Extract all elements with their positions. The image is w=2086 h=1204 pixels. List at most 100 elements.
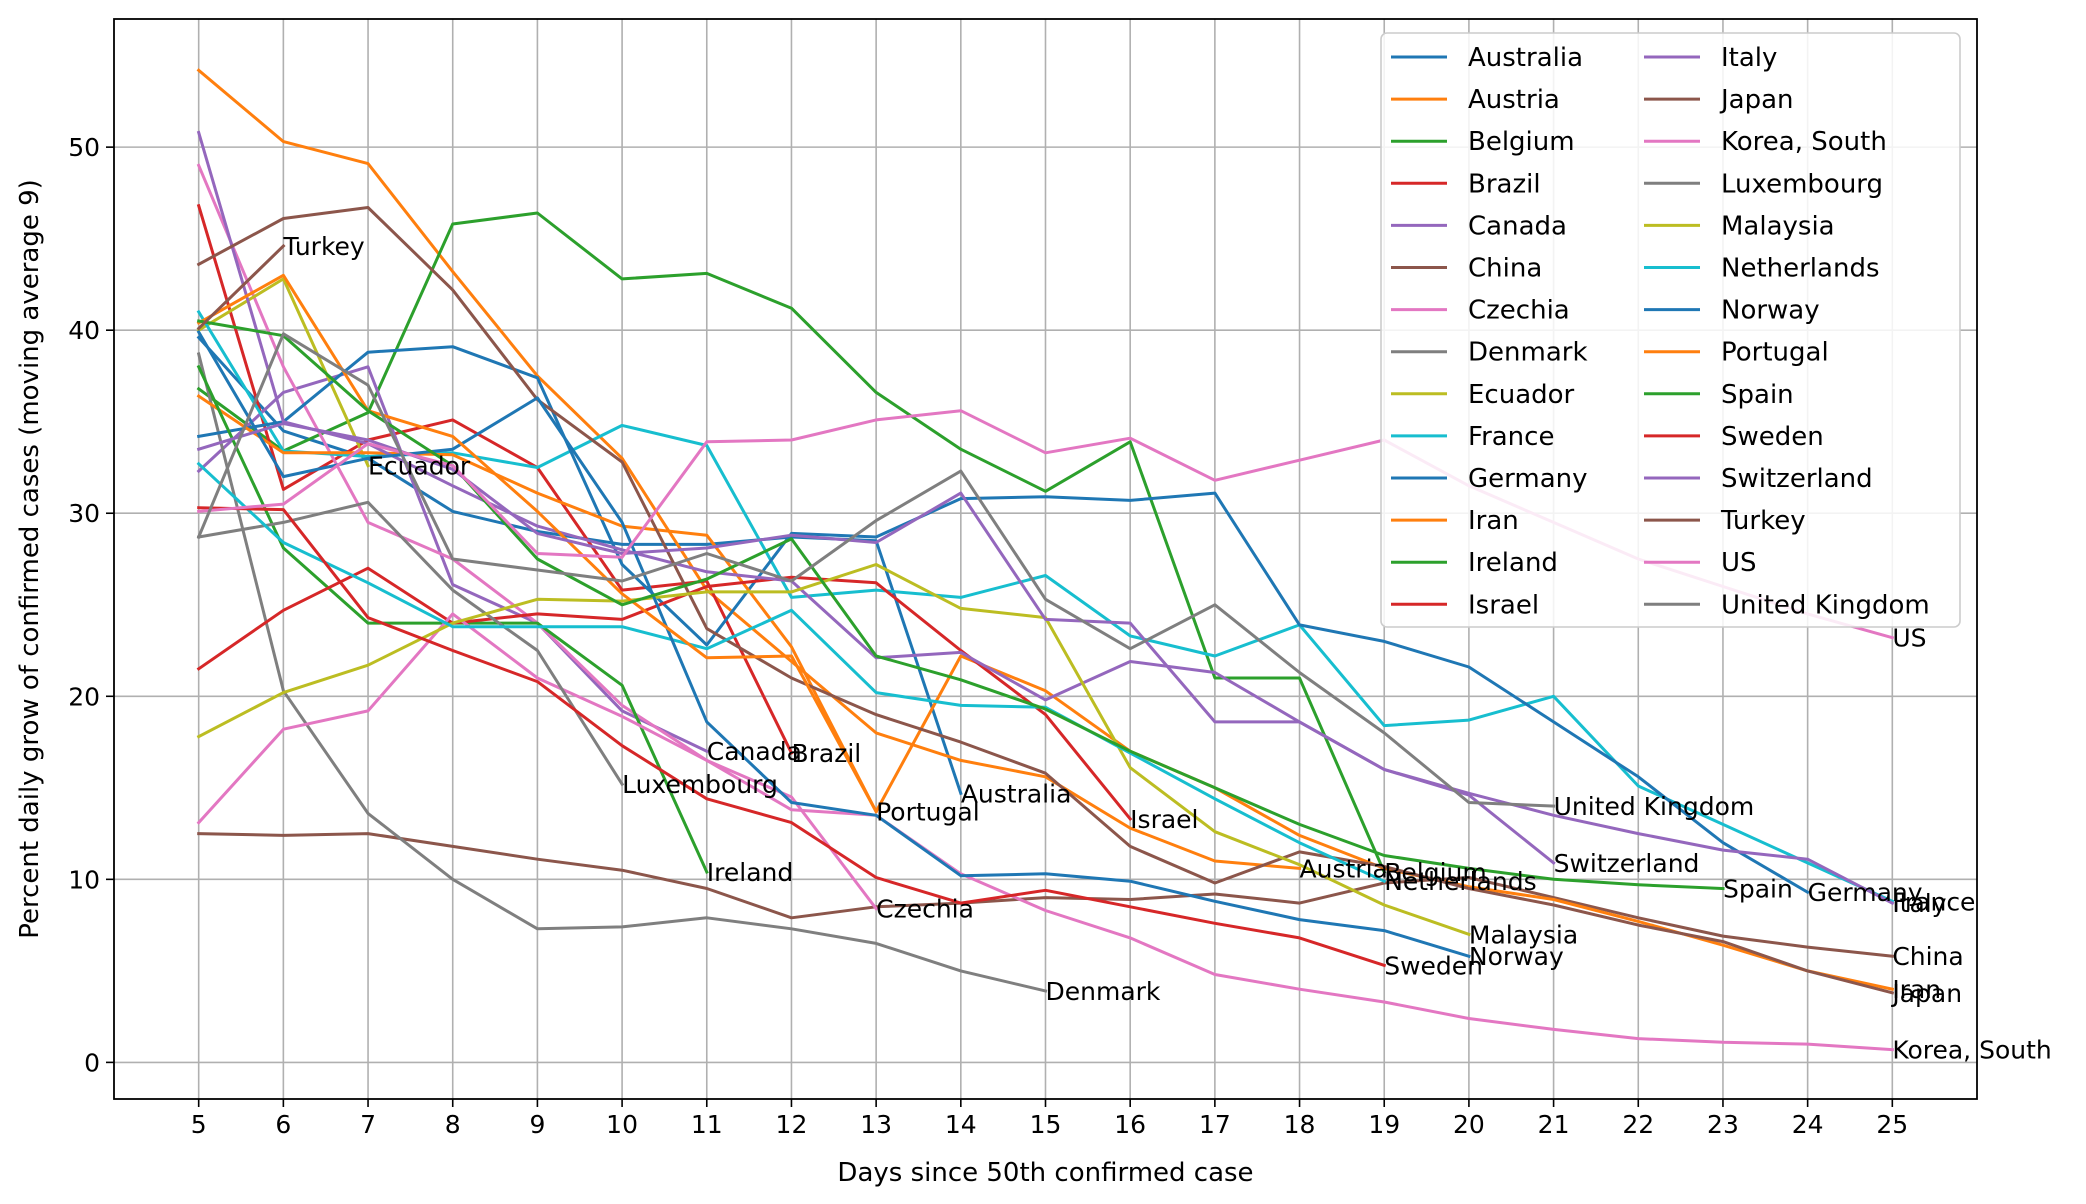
legend-label-portugal: Portugal — [1721, 338, 1829, 368]
end-label-netherlands: Netherlands — [1384, 867, 1536, 896]
end-label-belgium: Belgium — [1384, 858, 1487, 887]
series-line-germany — [196, 345, 1810, 895]
legend-label-korea-south: Korea, South — [1721, 127, 1887, 157]
series-line-france — [196, 309, 1895, 904]
x-tick-label: 5 — [191, 1110, 207, 1139]
end-label-france: France — [1892, 887, 1975, 916]
legend-label-japan: Japan — [1719, 85, 1794, 115]
x-tick-label: 13 — [860, 1110, 892, 1139]
legend-label-austria: Austria — [1468, 85, 1560, 115]
end-label-germany: Germany — [1808, 878, 1923, 907]
x-tick-label: 25 — [1876, 1110, 1908, 1139]
end-label-turkey: Turkey — [282, 232, 365, 261]
legend-label-spain: Spain — [1721, 380, 1794, 410]
end-label-us: US — [1892, 624, 1926, 653]
series-line-canada — [196, 365, 709, 754]
series-lines — [196, 68, 1895, 1052]
x-tick-label: 18 — [1284, 1110, 1316, 1139]
end-label-sweden: Sweden — [1384, 951, 1483, 980]
y-tick-label: 30 — [68, 499, 100, 528]
end-label-brazil: Brazil — [791, 739, 861, 768]
legend-label-switzerland: Switzerland — [1721, 464, 1873, 494]
x-tick-label: 16 — [1114, 1110, 1146, 1139]
legend-label-ecuador: Ecuador — [1468, 380, 1575, 410]
legend-label-norway: Norway — [1721, 296, 1820, 326]
end-label-czechia: Czechia — [876, 895, 974, 924]
y-tick-label: 10 — [68, 865, 100, 894]
x-tick-label: 12 — [776, 1110, 808, 1139]
series-line-turkey — [196, 243, 286, 331]
series-line-netherlands — [196, 461, 1387, 884]
series-line-iran — [196, 394, 1895, 991]
end-label-switzerland: Switzerland — [1554, 849, 1700, 878]
x-tick-label: 19 — [1368, 1110, 1400, 1139]
x-tick-label: 22 — [1622, 1110, 1654, 1139]
series-line-ecuador — [196, 277, 370, 468]
y-tick-label: 40 — [68, 316, 100, 345]
legend-label-australia: Australia — [1468, 43, 1583, 73]
y-tick-label: 0 — [84, 1048, 100, 1077]
end-label-norway: Norway — [1469, 942, 1564, 971]
end-label-spain: Spain — [1723, 874, 1793, 903]
axis-ticks: 5 6 7 8 9 10 11 12 13 14 15 16 17 18 19 20 21 22 23 24 25 0 10… — [68, 133, 1908, 1139]
end-label-australia: Australia — [961, 779, 1072, 808]
end-label-luxembourg: Luxembourg — [622, 770, 778, 799]
legend-label-canada: Canada — [1468, 211, 1567, 241]
legend-label-sweden: Sweden — [1721, 422, 1824, 452]
end-label-portugal: Portugal — [876, 798, 980, 827]
legend-label-belgium: Belgium — [1468, 127, 1575, 157]
x-tick-label: 24 — [1792, 1110, 1824, 1139]
x-tick-label: 23 — [1707, 1110, 1739, 1139]
legend-label-turkey: Turkey — [1720, 506, 1806, 536]
legend-label-czechia: Czechia — [1468, 296, 1570, 326]
legend-label-us: US — [1721, 548, 1757, 578]
legend-label-france: France — [1468, 422, 1554, 452]
x-tick-label: 8 — [445, 1110, 461, 1139]
legend-label-netherlands: Netherlands — [1721, 254, 1880, 284]
x-tick-label: 21 — [1538, 1110, 1570, 1139]
x-tick-label: 17 — [1199, 1110, 1231, 1139]
series-line-united-kingdom — [196, 332, 1556, 808]
end-label-italy: Italy — [1892, 889, 1946, 918]
x-tick-label: 11 — [691, 1110, 723, 1139]
legend-label-israel: Israel — [1468, 590, 1539, 620]
x-tick-label: 20 — [1453, 1110, 1485, 1139]
x-tick-label: 7 — [360, 1110, 376, 1139]
end-label-united-kingdom: United Kingdom — [1554, 792, 1755, 821]
legend-label-united-kingdom: United Kingdom — [1721, 590, 1930, 620]
x-tick-label: 6 — [275, 1110, 291, 1139]
legend-label-italy: Italy — [1721, 43, 1777, 73]
end-label-iran: Iran — [1892, 975, 1941, 1004]
end-label-malaysia: Malaysia — [1469, 920, 1578, 949]
series-line-austria — [196, 68, 1302, 871]
x-tick-label: 10 — [606, 1110, 638, 1139]
legend-label-denmark: Denmark — [1468, 338, 1588, 368]
x-axis-title: Days since 50th confirmed case — [837, 1158, 1253, 1188]
x-tick-label: 15 — [1030, 1110, 1062, 1139]
legend-label-malaysia: Malaysia — [1721, 211, 1835, 241]
legend: Australia Austria Belgium Brazil Canada China… — [1380, 32, 1961, 628]
end-label-israel: Israel — [1130, 805, 1198, 834]
legend-label-china: China — [1468, 254, 1542, 284]
series-line-luxembourg — [196, 500, 625, 787]
legend-label-luxembourg: Luxembourg — [1721, 169, 1883, 199]
end-label-china: China — [1892, 942, 1963, 971]
legend-label-iran: Iran — [1468, 506, 1519, 536]
series-line-japan — [196, 206, 1895, 995]
y-axis-title: Percent daily grow of confirmed cases (m… — [15, 179, 45, 939]
series-line-italy — [196, 130, 1895, 906]
series-line-portugal — [196, 273, 879, 814]
legend-label-germany: Germany — [1468, 464, 1588, 494]
x-tick-label: 9 — [529, 1110, 545, 1139]
series-line-malaysia — [196, 563, 1471, 937]
end-label-japan: Japan — [1890, 979, 1962, 1008]
end-label-korea-south: Korea, South — [1892, 1036, 2051, 1065]
legend-label-ireland: Ireland — [1468, 548, 1558, 578]
legend-box — [1380, 32, 1961, 628]
x-tick-label: 14 — [945, 1110, 977, 1139]
end-label-ecuador: Ecuador — [368, 452, 471, 481]
y-tick-label: 50 — [68, 133, 100, 162]
legend-label-brazil: Brazil — [1468, 169, 1541, 199]
